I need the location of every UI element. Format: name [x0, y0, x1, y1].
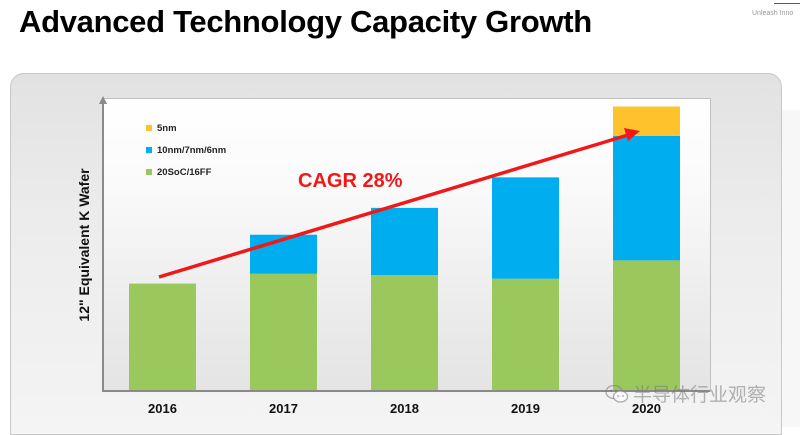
- bar-2019-10nm-7nm-6nm: [492, 177, 559, 279]
- x-tick-label: 2016: [148, 401, 177, 416]
- bar-2020-10nm-7nm-6nm: [613, 135, 680, 261]
- bar-2018-10nm-7nm-6nm: [371, 207, 438, 276]
- brand-tagline: Unleash Inno: [752, 10, 794, 17]
- legend-item-5nm: 5nm: [146, 117, 226, 139]
- bar-2016-20soc-16ff: [129, 283, 196, 391]
- legend-item-20soc: 20SoC/16FF: [146, 161, 226, 183]
- wechat-icon: [605, 384, 629, 403]
- bar-2019-20soc-16ff: [492, 278, 559, 391]
- bar-2017-10nm-7nm-6nm: [250, 234, 317, 274]
- cagr-annotation: CAGR 28%: [298, 170, 403, 192]
- background-panel: [780, 110, 800, 427]
- watermark-text: 半导体行业观察: [633, 384, 767, 406]
- legend-label: 20SoC/16FF: [157, 166, 212, 178]
- bar-2020-5nm: [613, 106, 680, 136]
- legend-label: 5nm: [157, 122, 177, 134]
- legend: 5nm 10nm/7nm/6nm 20SoC/16FF: [146, 117, 226, 183]
- x-tick-label: 2019: [511, 401, 540, 416]
- trend-arrow: [158, 128, 640, 279]
- legend-swatch-20soc: [146, 169, 152, 175]
- watermark: 半导体行业观察: [605, 380, 766, 407]
- legend-swatch-10nm: [146, 147, 152, 153]
- page-title: Advanced Technology Capacity Growth: [19, 4, 592, 39]
- legend-swatch-5nm: [146, 125, 152, 131]
- x-tick-label: 2017: [269, 401, 298, 416]
- brand-logo-line: [774, 3, 800, 4]
- trend-line: [158, 133, 629, 279]
- legend-label: 10nm/7nm/6nm: [157, 144, 227, 156]
- x-tick-label: 2020: [632, 401, 661, 416]
- trend-arrowhead: [624, 128, 640, 141]
- bar-2020-20soc-16ff: [613, 260, 680, 391]
- bar-2018-20soc-16ff: [371, 275, 438, 391]
- y-axis-arrowhead: [99, 96, 107, 104]
- x-tick-label: 2018: [390, 401, 419, 416]
- bar-2017-20soc-16ff: [250, 273, 317, 391]
- legend-item-10nm: 10nm/7nm/6nm: [146, 139, 226, 161]
